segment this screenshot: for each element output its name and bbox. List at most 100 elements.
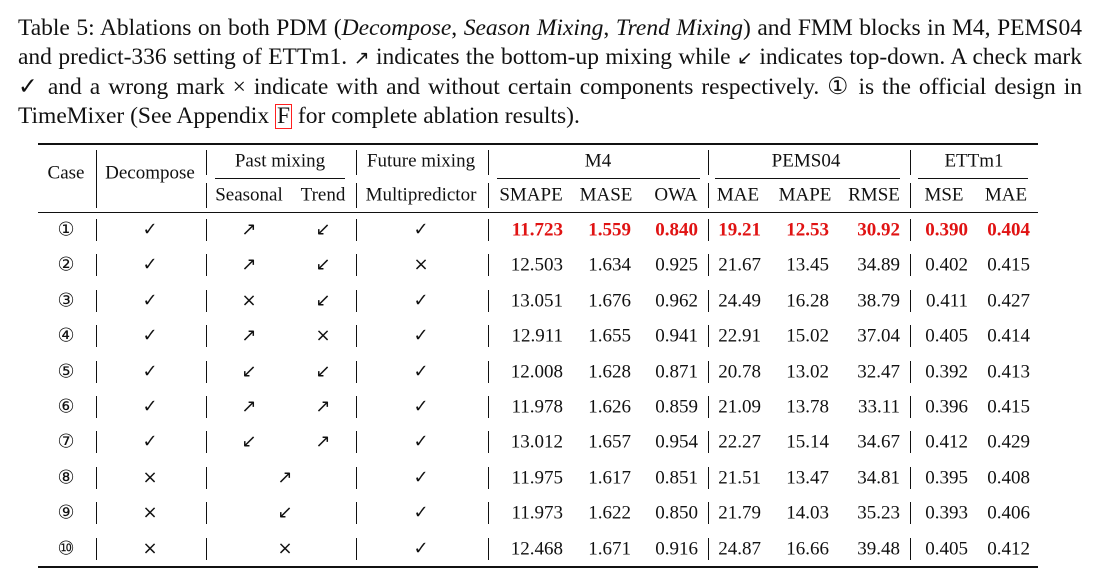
mape-value: 13.02 [786,361,829,383]
mape-value: 15.14 [786,431,829,453]
check-icon: ✓ [142,219,158,240]
owa-value: 0.851 [655,467,698,489]
caption-text: for complete ablation results). [292,103,580,129]
rmse-value: 34.67 [857,431,900,453]
column-separator [206,396,208,418]
mape-value: 13.45 [786,254,829,276]
column-separator [910,537,912,560]
mse-value: 0.396 [925,396,968,418]
caption-season-mixing: Season Mixing [463,15,604,41]
column-separator [356,396,358,418]
smape-value: 12.503 [510,254,563,276]
ettm1-mae-value: 0.427 [987,290,1030,312]
top-down-arrow-icon: ↙ [315,360,331,382]
rmse-value: 39.48 [857,538,900,560]
past-mixing-rule [215,178,345,180]
column-separator [206,502,208,525]
caption-trend-mixing: Trend Mixing [615,15,743,41]
case-label: ⑨ [57,502,75,524]
column-separator [910,254,912,277]
column-separator [488,396,490,418]
mse-value: 0.395 [925,467,968,489]
column-separator [356,431,358,454]
ettm1-mae-value: 0.415 [987,254,1030,276]
check-icon: ✓ [142,431,158,453]
ettm1-rule [918,178,1028,180]
pems04-mae-value: 24.49 [718,290,761,312]
column-separator [708,325,710,348]
column-separator [356,502,358,525]
check-icon: ✓ [413,396,429,417]
column-separator [910,431,912,454]
check-icon: ✓ [142,360,158,382]
column-separator [96,150,98,208]
ettm1-mae-value: 0.429 [987,431,1030,453]
column-separator [910,360,912,383]
mape-value: 15.02 [786,325,829,347]
column-separator [910,150,912,175]
column-separator [206,325,208,348]
column-separator [356,150,358,175]
smape-value: 11.723 [511,219,563,241]
column-separator [206,537,208,560]
caption-comma: , [451,15,464,41]
pems04-mae-value: 19.21 [718,219,761,241]
column-separator [708,219,710,241]
smape-value: 13.012 [510,431,563,453]
column-separator [96,360,98,383]
rmse-value: 32.47 [857,361,900,383]
bottom-up-arrow-icon: ↗ [241,325,257,347]
pems04-mae-value: 20.78 [718,361,761,383]
appendix-link[interactable]: F [274,103,293,129]
pems04-mae-value: 21.51 [718,467,761,489]
header-seasonal: Seasonal [215,184,283,206]
owa-value: 0.954 [655,431,698,453]
header-pems04: PEMS04 [771,150,841,172]
column-separator [708,289,710,312]
smape-value: 12.008 [510,361,563,383]
case-label: ⑤ [57,361,75,383]
header-m4: M4 [584,150,612,172]
column-separator [356,537,358,560]
column-separator [96,219,98,241]
column-separator [708,537,710,560]
column-separator [96,325,98,348]
column-separator [356,289,358,312]
check-icon: ✓ [413,289,429,311]
column-separator [910,289,912,312]
column-separator [488,466,490,489]
smape-value: 12.468 [510,538,563,560]
mse-value: 0.390 [925,219,968,241]
cross-icon: × [142,466,158,488]
mase-value: 1.671 [588,538,631,560]
cross-icon: × [315,325,331,347]
top-down-arrow-icon: ↙ [315,289,331,311]
caption-text: ) and FMM blocks in M4, PEMS04 and predi… [18,15,1082,70]
mse-value: 0.411 [925,290,968,312]
header-rmse: RMSE [848,184,900,206]
column-separator [488,150,490,175]
top-down-arrow-icon: ↙ [737,47,753,69]
column-separator [488,537,490,560]
header-mse: MSE [924,184,964,206]
bottom-up-arrow-icon: ↗ [241,219,257,240]
header-ettm1-mae: MAE [984,184,1028,206]
case-label: ③ [57,290,75,312]
column-separator [206,150,208,175]
column-separator [96,396,98,418]
mse-value: 0.405 [925,325,968,347]
mse-value: 0.393 [925,502,968,524]
rmse-value: 30.92 [857,219,900,241]
mase-value: 1.628 [588,361,631,383]
smape-value: 13.051 [510,290,563,312]
rmse-value: 34.81 [857,467,900,489]
mape-value: 13.78 [786,396,829,418]
bottom-up-arrow-icon: ↗ [241,254,257,276]
cross-icon: × [241,289,257,311]
pems04-mae-value: 21.79 [718,502,761,524]
ettm1-mae-value: 0.408 [987,467,1030,489]
column-separator [910,502,912,525]
column-separator [488,289,490,312]
bottom-rule [38,566,1038,568]
check-icon: ✓ [413,325,429,347]
